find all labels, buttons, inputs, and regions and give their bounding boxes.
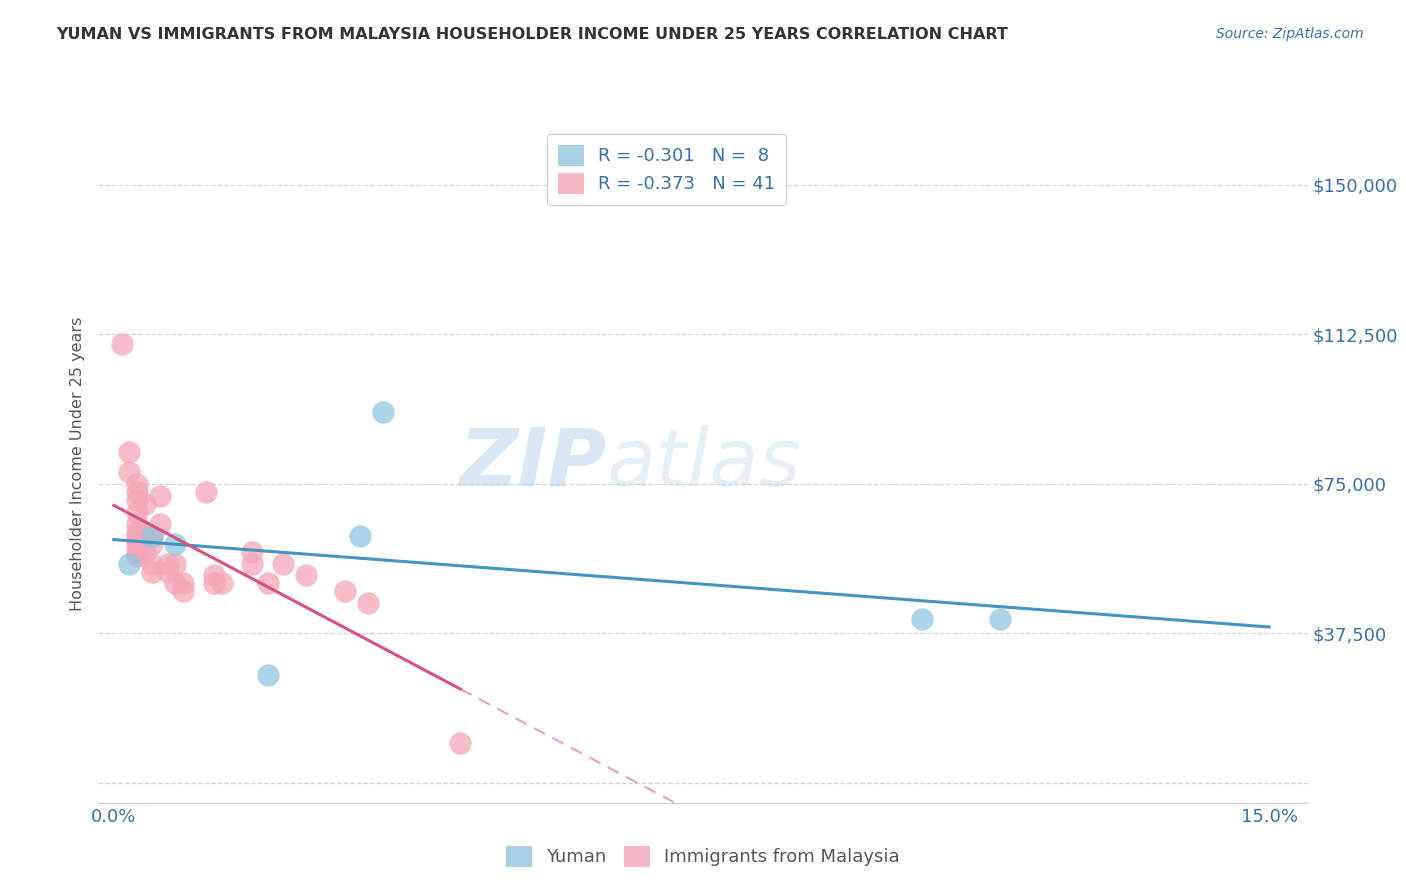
Point	[257, 668, 280, 682]
Point	[357, 596, 380, 610]
Point	[211, 576, 233, 591]
Point	[125, 544, 148, 558]
Point	[172, 584, 194, 599]
Point	[110, 337, 132, 351]
Point	[149, 489, 172, 503]
Y-axis label: Householder Income Under 25 years: Householder Income Under 25 years	[69, 317, 84, 611]
Point	[271, 557, 294, 571]
Text: Source: ZipAtlas.com: Source: ZipAtlas.com	[1216, 27, 1364, 41]
Point	[295, 568, 318, 582]
Point	[141, 557, 163, 571]
Point	[134, 497, 156, 511]
Text: atlas: atlas	[606, 425, 801, 503]
Point	[141, 565, 163, 579]
Point	[141, 528, 163, 542]
Point	[195, 484, 218, 499]
Point	[125, 476, 148, 491]
Point	[349, 528, 371, 542]
Point	[202, 576, 225, 591]
Point	[125, 533, 148, 547]
Point	[242, 544, 264, 558]
Point	[125, 492, 148, 507]
Point	[125, 505, 148, 519]
Point	[449, 736, 471, 750]
Point	[141, 528, 163, 542]
Point	[156, 557, 179, 571]
Legend: Yuman, Immigrants from Malaysia: Yuman, Immigrants from Malaysia	[499, 838, 907, 874]
Point	[118, 465, 141, 479]
Legend: R = -0.301   N =  8, R = -0.373   N = 41: R = -0.301 N = 8, R = -0.373 N = 41	[547, 134, 786, 204]
Point	[202, 568, 225, 582]
Point	[125, 524, 148, 539]
Point	[118, 557, 141, 571]
Point	[373, 405, 395, 419]
Point	[149, 516, 172, 531]
Point	[125, 484, 148, 499]
Point	[988, 612, 1011, 626]
Point	[257, 576, 280, 591]
Point	[333, 584, 356, 599]
Point	[165, 557, 187, 571]
Point	[141, 536, 163, 550]
Point	[134, 544, 156, 558]
Point	[125, 516, 148, 531]
Point	[165, 536, 187, 550]
Text: YUMAN VS IMMIGRANTS FROM MALAYSIA HOUSEHOLDER INCOME UNDER 25 YEARS CORRELATION : YUMAN VS IMMIGRANTS FROM MALAYSIA HOUSEH…	[56, 27, 1008, 42]
Point	[118, 445, 141, 459]
Point	[156, 565, 179, 579]
Point	[125, 549, 148, 563]
Point	[125, 528, 148, 542]
Point	[172, 576, 194, 591]
Point	[125, 536, 148, 550]
Point	[134, 524, 156, 539]
Point	[242, 557, 264, 571]
Point	[911, 612, 934, 626]
Point	[165, 576, 187, 591]
Text: ZIP: ZIP	[458, 425, 606, 503]
